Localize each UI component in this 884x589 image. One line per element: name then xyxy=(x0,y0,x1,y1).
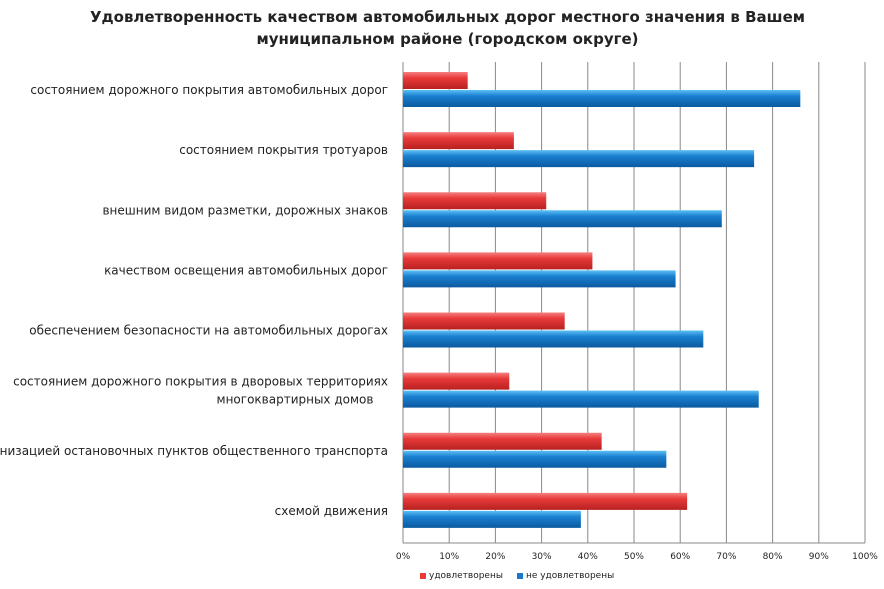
x-tick-label: 70% xyxy=(716,552,736,562)
bar-satisfied xyxy=(403,252,593,270)
category-label: многоквартирных домов xyxy=(217,393,374,407)
category-label: схемой движения xyxy=(275,504,388,518)
category-label: организацией остановочных пунктов общест… xyxy=(0,444,388,458)
bar-unsatisfied xyxy=(403,390,759,408)
x-tick-label: 10% xyxy=(439,552,459,562)
bar-unsatisfied xyxy=(403,210,722,228)
bar-unsatisfied xyxy=(403,450,667,468)
bar-unsatisfied xyxy=(403,330,704,348)
legend-label: удовлетворены xyxy=(429,571,503,581)
category-label: обеспечением безопасности на автомобильн… xyxy=(29,324,388,338)
x-tick-label: 40% xyxy=(578,552,598,562)
bar-satisfied xyxy=(403,492,688,510)
x-tick-label: 20% xyxy=(485,552,505,562)
x-tick-label: 60% xyxy=(670,552,690,562)
bar-unsatisfied xyxy=(403,90,801,107)
bar-satisfied xyxy=(403,372,510,390)
x-tick-label: 50% xyxy=(624,552,644,562)
bar-satisfied xyxy=(403,312,565,330)
bar-unsatisfied xyxy=(403,150,755,168)
category-label: внешним видом разметки, дорожных знаков xyxy=(102,203,388,217)
legend-label: не удовлетворены xyxy=(525,571,615,581)
category-label: состоянием дорожного покрытия в дворовых… xyxy=(13,375,388,389)
bar-satisfied xyxy=(403,192,547,210)
chart-title: Удовлетворенность качеством автомобильны… xyxy=(89,8,806,48)
bar-satisfied xyxy=(403,432,602,450)
legend-item-unsatisfied: не удовлетворены xyxy=(516,571,615,581)
bar-satisfied xyxy=(403,72,468,89)
legend-swatch xyxy=(516,572,523,579)
category-label: состоянием дорожного покрытия автомобиль… xyxy=(30,83,388,97)
category-label: состоянием покрытия тротуаров xyxy=(179,143,388,157)
x-tick-label: 0% xyxy=(396,552,411,562)
x-tick-label: 100% xyxy=(852,552,878,562)
bar-unsatisfied xyxy=(403,510,581,528)
legend-item-satisfied: удовлетворены xyxy=(420,571,503,581)
category-label: качеством освещения автомобильных дорог xyxy=(104,263,388,277)
x-tick-label: 30% xyxy=(532,552,552,562)
x-tick-label: 90% xyxy=(809,552,829,562)
x-tick-label: 80% xyxy=(763,552,783,562)
legend: удовлетворены не удовлетворены xyxy=(420,571,614,581)
bar-satisfied xyxy=(403,132,514,150)
legend-swatch xyxy=(420,572,426,579)
bar-unsatisfied xyxy=(403,270,676,288)
